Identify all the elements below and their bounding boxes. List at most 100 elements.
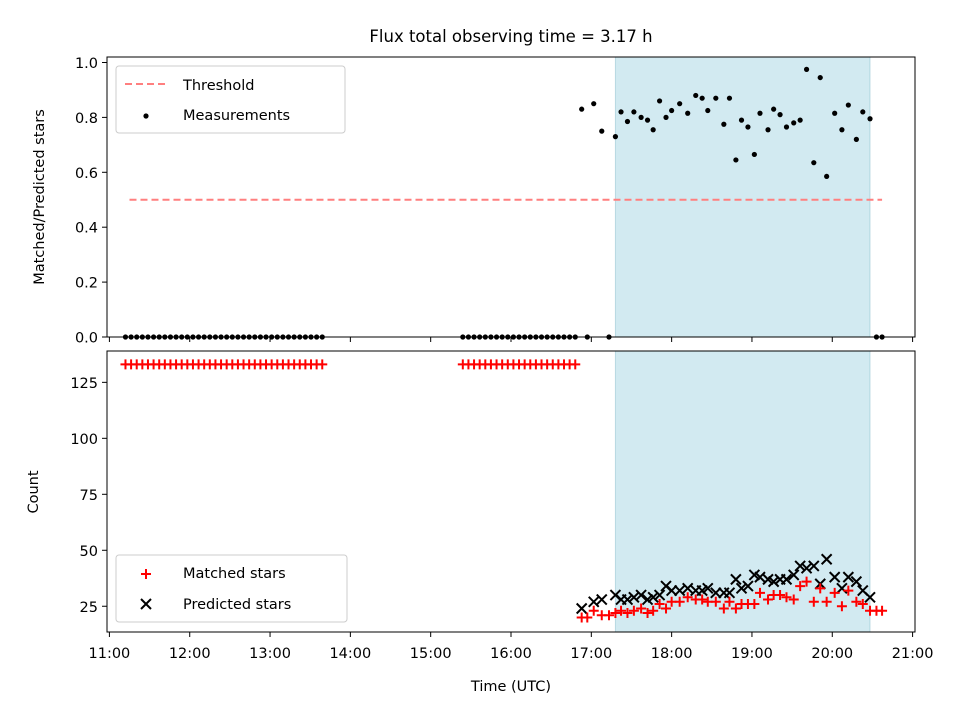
- matched-stars-point: [754, 587, 765, 598]
- predicted-stars-point: [723, 587, 736, 599]
- predicted-stars-point: [647, 591, 659, 604]
- matched-stars-point: [654, 599, 665, 610]
- matched-stars-point: [877, 605, 888, 616]
- measurements-legend-label: Measurements: [183, 108, 290, 124]
- matched-stars-point: [836, 601, 847, 612]
- predicted-stars-point: [842, 571, 855, 583]
- measurement-point: [777, 112, 783, 118]
- xtick-label: 16:00: [490, 646, 532, 662]
- predicted-stars-point: [702, 582, 714, 595]
- bottom-panel: 25 50 75 100 125 11:00 12:00 13:00 14:00 15:00 16…: [26, 350, 934, 695]
- predicted-stars-point: [754, 571, 766, 583]
- predicted-stars-point: [635, 589, 647, 601]
- top-axes-frame: [106, 56, 916, 338]
- measurement-point: [618, 109, 624, 115]
- predicted-stars-point: [596, 593, 608, 606]
- bottom-ytick-label: 25: [80, 600, 98, 616]
- xtick-label: 20:00: [811, 646, 853, 662]
- top-ytick-label: 0.2: [75, 276, 98, 292]
- figure-title: Flux total observing time = 3.17 h: [369, 27, 652, 46]
- x-axis-label: Time (UTC): [470, 679, 551, 695]
- top-legend: Threshold Measurements: [115, 65, 346, 134]
- matched-stars-point: [763, 594, 774, 605]
- matched-stars-point: [843, 585, 854, 596]
- matched-stars-point: [851, 596, 862, 607]
- matched-stars-point: [781, 592, 792, 603]
- xtick-label: 15:00: [410, 646, 452, 662]
- matched-legend-label: Matched stars: [183, 566, 286, 582]
- matched-stars-point: [648, 605, 659, 616]
- matched-stars-point: [317, 359, 328, 370]
- matched-stars-point: [603, 610, 614, 621]
- threshold-legend-label: Threshold: [182, 78, 254, 94]
- bottom-shaded-interval: [614, 350, 871, 633]
- matched-legend-swatch: [141, 569, 151, 579]
- top-x-ticks: [108, 337, 914, 342]
- measurement-point: [867, 116, 873, 122]
- bottom-ytick-label: 50: [80, 544, 98, 560]
- matched-stars-point: [697, 594, 708, 605]
- bottom-ytick-label: 100: [70, 432, 98, 448]
- measurement-point: [677, 101, 683, 107]
- count-series: [120, 359, 888, 623]
- measurement-point: [733, 157, 739, 163]
- matched-stars-point: [582, 612, 593, 623]
- top-ytick-label: 0.4: [75, 221, 98, 237]
- matched-stars-point: [636, 603, 647, 614]
- measurement-point: [765, 127, 771, 133]
- top-ytick-label: 0.8: [75, 111, 98, 127]
- measurement-point: [824, 173, 830, 180]
- top-ytick-label: 0.0: [75, 331, 98, 347]
- predicted-stars-point: [681, 582, 694, 595]
- predicted-stars-point: [767, 575, 780, 588]
- top-ytick-label: 0.6: [75, 166, 98, 182]
- measurements-legend-swatch: [143, 113, 149, 119]
- xtick-label: 17:00: [570, 646, 612, 662]
- matched-stars-point: [588, 605, 599, 616]
- measurement-point: [757, 110, 763, 116]
- bottom-shade-band: [614, 350, 871, 633]
- xtick-label: 12:00: [169, 646, 211, 662]
- matched-stars-point: [710, 596, 721, 607]
- measurement-point: [738, 117, 745, 123]
- top-panel: 0.0 0.2 0.4 0.6 0.8 1.0 Matched/Predicted sta…: [32, 56, 916, 347]
- measurement-point: [631, 109, 637, 115]
- measurement-point: [832, 110, 838, 116]
- matched-stars-point: [788, 594, 799, 605]
- predicted-stars-point: [575, 602, 588, 615]
- measurement-point: [721, 121, 727, 127]
- measurement-point: [745, 124, 751, 130]
- matched-stars-point: [724, 596, 735, 607]
- top-shade-band: [614, 56, 871, 338]
- top-y-ticks: 0.0 0.2 0.4 0.6 0.8 1.0: [75, 56, 107, 347]
- predicted-stars-point: [808, 560, 820, 572]
- matched-stars-point: [775, 590, 786, 601]
- xtick-label: 21:00: [892, 646, 934, 662]
- predicted-stars-point: [742, 580, 754, 592]
- predicted-stars-point: [788, 569, 800, 581]
- predicted-stars-point: [794, 560, 806, 572]
- measurement-point: [591, 101, 597, 107]
- measurement-point: [663, 114, 669, 120]
- predicted-stars-point: [780, 573, 793, 586]
- bottom-axes-frame: [106, 350, 916, 633]
- matched-stars-point: [795, 581, 806, 592]
- matched-stars-point: [642, 607, 653, 618]
- top-ytick-label: 1.0: [75, 56, 98, 72]
- matched-stars-point: [570, 359, 581, 370]
- matched-stars-point: [821, 596, 832, 607]
- matched-stars-point: [610, 607, 621, 618]
- matched-stars-point: [815, 583, 826, 594]
- measurement-point: [638, 114, 644, 120]
- measurement-point: [817, 74, 823, 81]
- measurement-point: [713, 95, 719, 101]
- matched-stars-point: [682, 592, 693, 603]
- measurement-point: [797, 117, 803, 123]
- predicted-stars-point: [850, 575, 863, 588]
- matched-stars-point: [616, 605, 627, 616]
- predicted-stars-point: [864, 591, 876, 604]
- measurement-point: [612, 134, 619, 140]
- predicted-stars-point: [653, 589, 666, 601]
- predicted-stars-point: [820, 553, 833, 565]
- bottom-ytick-label: 75: [80, 488, 98, 504]
